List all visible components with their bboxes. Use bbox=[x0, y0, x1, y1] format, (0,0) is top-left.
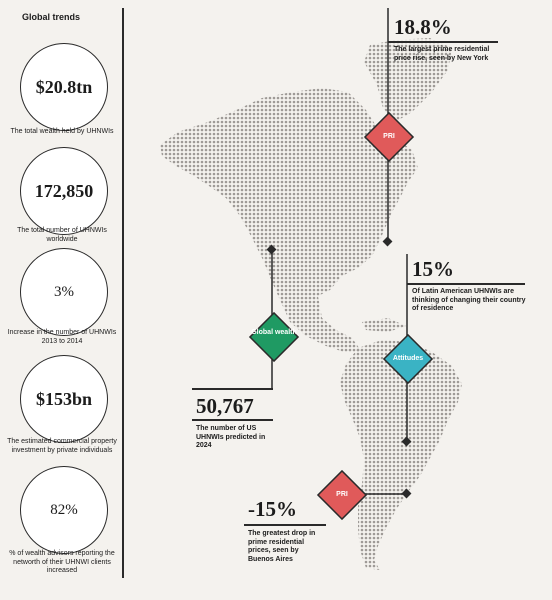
pri-north-label: PRI bbox=[383, 133, 395, 140]
latam-text: Of Latin American UHNWIs are thinking of… bbox=[412, 288, 526, 312]
caribbean-shape bbox=[362, 318, 406, 332]
us-uhnwi-text: The number of US UHNWIs predicted in 202… bbox=[196, 425, 266, 449]
latam-value: 15% bbox=[412, 257, 454, 281]
stat-property-investment-circle: $153bn bbox=[20, 355, 108, 443]
stat-value: 172,850 bbox=[34, 180, 94, 201]
stat-caption: The total number of UHNWIs worldwide bbox=[17, 227, 107, 243]
marker-dot bbox=[266, 244, 277, 255]
stat-increase-circle: 3% bbox=[20, 248, 108, 336]
divider bbox=[122, 8, 124, 578]
stat-value: 82% bbox=[50, 501, 78, 518]
stat-caption: The estimated commercial property invest… bbox=[7, 438, 117, 454]
stat-value: 3% bbox=[54, 283, 74, 300]
pri-north-diamond bbox=[363, 111, 415, 163]
marker-dot bbox=[382, 236, 393, 247]
us-uhnwi-value: 50,767 bbox=[196, 394, 254, 418]
stat-total-wealth-circle: $20.8tn bbox=[20, 43, 108, 131]
stat-uhnwi-count-circle: 172,850 bbox=[20, 147, 108, 235]
stat-caption: % of wealth advisors reporting the netwo… bbox=[9, 550, 115, 574]
marker-dot bbox=[401, 488, 412, 499]
sidebar-title: Global trends bbox=[22, 12, 81, 22]
stat-value: $20.8tn bbox=[35, 76, 93, 97]
pri-south-diamond bbox=[316, 469, 368, 521]
ba-price-drop-text: The greatest drop in prime residential p… bbox=[248, 530, 316, 563]
south-america-shape bbox=[340, 340, 462, 570]
ba-price-drop-value: -15% bbox=[248, 497, 297, 521]
attitudes-label: Attitudes bbox=[392, 355, 424, 362]
callout-underline bbox=[244, 524, 326, 526]
callout-underline bbox=[407, 283, 525, 285]
pri-south-label: PRI bbox=[336, 491, 348, 498]
callout-underline bbox=[388, 41, 498, 43]
stat-caption: The total wealth held by UHNWIs bbox=[10, 128, 114, 135]
stat-caption: Increase in the number of UHNWIs 2013 to… bbox=[7, 329, 117, 345]
global-wealth-label: Global wealth bbox=[251, 329, 297, 336]
attitudes-diamond bbox=[382, 333, 434, 385]
ny-price-rise-text: The largest prime residential price rise… bbox=[394, 46, 490, 62]
global-wealth-diamond bbox=[248, 311, 300, 363]
ny-price-rise-value: 18.8% bbox=[394, 15, 452, 39]
greenland-shape bbox=[364, 38, 452, 122]
stat-advisors-circle: 82% bbox=[20, 466, 108, 554]
north-america-shape bbox=[160, 88, 418, 352]
marker-dot bbox=[401, 436, 412, 447]
callout-underline bbox=[192, 388, 273, 390]
callout-underline bbox=[192, 419, 273, 421]
stat-value: $153bn bbox=[35, 388, 93, 409]
